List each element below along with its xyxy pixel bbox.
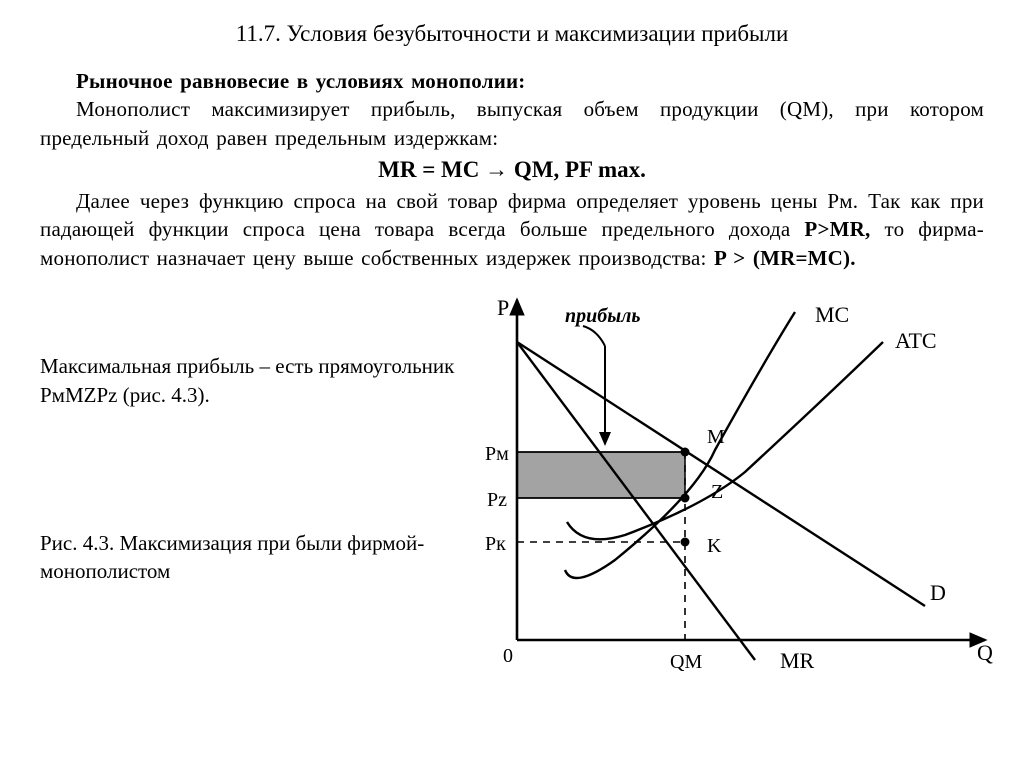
paragraph-1: Монополист максимизирует прибыль, выпуск…: [40, 95, 984, 152]
page-title: 11.7. Условия безубыточности и максимиза…: [40, 18, 984, 49]
paragraph-2: Далее через функцию спроса на свой товар…: [40, 187, 984, 272]
svg-text:Pк: Pк: [485, 533, 506, 555]
svg-text:Pм: Pм: [485, 443, 509, 465]
side-note: Максимальная прибыль – есть прямоугольни…: [40, 352, 455, 409]
svg-text:M: M: [707, 426, 725, 448]
svg-text:P: P: [497, 295, 509, 320]
svg-text:ATC: ATC: [895, 328, 937, 353]
svg-text:MC: MC: [815, 302, 849, 327]
p2-part-b: P>MR,: [804, 217, 870, 241]
svg-text:Q: Q: [977, 640, 993, 665]
svg-text:Z: Z: [711, 481, 723, 503]
svg-text:QM: QM: [670, 651, 702, 673]
monopoly-chart: P Q 0 MC ATC D MR QM Pм Pz Pк M Z Kприбыль: [455, 280, 995, 680]
svg-text:0: 0: [503, 645, 513, 667]
formula: MR = MC → QM, PF max.: [40, 154, 984, 185]
svg-text:D: D: [930, 580, 946, 605]
figure-caption: Рис. 4.3. Максимизация при были фирмой-м…: [40, 529, 455, 586]
svg-text:Pz: Pz: [487, 489, 507, 511]
p2-part-d: P > (MR=MC).: [714, 246, 856, 270]
svg-text:прибыль: прибыль: [565, 305, 641, 327]
svg-text:MR: MR: [780, 648, 815, 673]
subtitle: Рыночное равновесие в условиях монополии…: [40, 67, 984, 95]
svg-text:K: K: [707, 535, 722, 557]
